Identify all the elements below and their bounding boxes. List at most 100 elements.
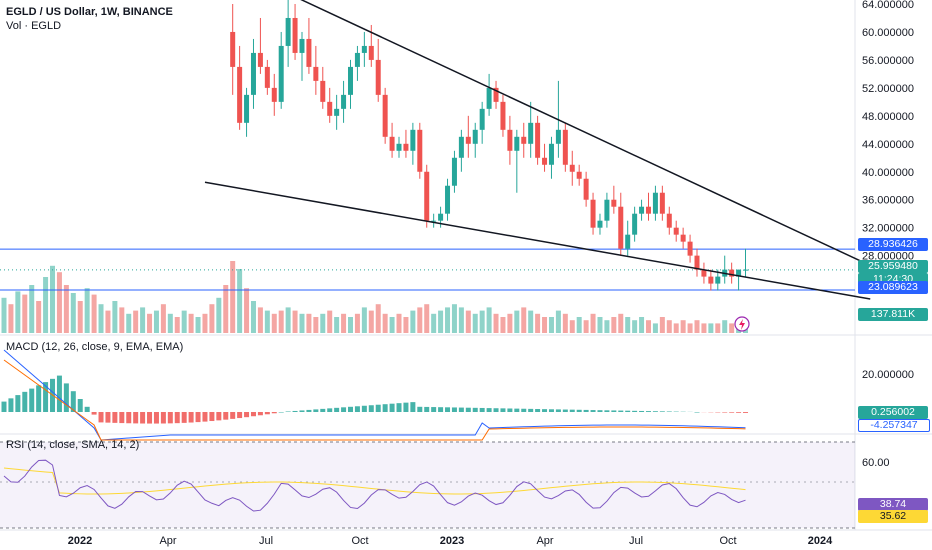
candle-body — [465, 136, 471, 144]
candle-body — [701, 269, 707, 277]
volume-bar — [431, 313, 437, 333]
macd-histogram-bar — [153, 412, 159, 424]
volume-bar — [1, 297, 7, 333]
volume-bar — [486, 307, 492, 333]
time-tick-label: Jul — [629, 535, 643, 547]
candle-body — [257, 52, 263, 67]
candle-body — [597, 220, 603, 228]
candle-body — [569, 164, 575, 172]
volume-bar — [479, 310, 485, 333]
volume-bar — [562, 313, 568, 333]
macd-histogram-bar — [188, 412, 194, 423]
volume-bar — [680, 320, 686, 333]
volume-bar — [140, 307, 146, 333]
macd-legend: MACD (12, 26, close, 9, EMA, EMA) — [6, 341, 184, 353]
macd-histogram-bar — [56, 375, 62, 412]
candle-body — [479, 108, 485, 130]
macd-histogram-bar — [451, 407, 457, 412]
candle-body — [237, 66, 243, 123]
volume-bar — [673, 323, 679, 333]
volume-bar — [375, 304, 381, 333]
candle-body — [604, 199, 610, 221]
macd-histogram-bar — [43, 382, 49, 412]
macd-histogram-bar — [209, 412, 215, 422]
volume-bar — [424, 304, 430, 333]
candle-body — [542, 157, 548, 165]
volume-bar — [361, 307, 367, 333]
rsi-band — [0, 442, 855, 528]
volume-bar — [327, 310, 333, 333]
macd-histogram-bar — [84, 406, 90, 412]
volume-bar — [98, 304, 104, 333]
volume-bar — [528, 310, 534, 333]
macd-histogram-bar — [396, 403, 402, 412]
price-tick-label: 52.000000 — [862, 83, 914, 95]
macd-histogram-bar — [514, 408, 520, 412]
volume-bar — [348, 317, 353, 333]
macd-histogram-bar — [223, 412, 229, 420]
volume-bar — [465, 310, 471, 333]
macd-histogram-bar — [29, 388, 35, 412]
volume-bar — [396, 313, 402, 333]
volume-bar — [694, 320, 700, 333]
macd-histogram-bar — [652, 411, 658, 412]
candle-body — [673, 227, 679, 235]
macd-histogram-bar — [645, 411, 651, 412]
candle-body — [299, 38, 305, 53]
macd-line — [3, 349, 746, 441]
volume-bar — [542, 317, 548, 333]
macd-histogram-bar — [659, 411, 665, 412]
upper-trendline — [300, 0, 892, 276]
volume-bar — [652, 323, 658, 333]
candle-body — [514, 136, 520, 151]
macd-histogram-bar — [382, 404, 388, 412]
macd-histogram-bar — [722, 412, 728, 413]
macd-histogram-bar — [174, 412, 180, 424]
candle-body — [639, 206, 645, 214]
volume-bar — [569, 320, 575, 333]
candle-body — [403, 143, 409, 151]
candle-body — [500, 101, 506, 130]
candle-body — [736, 269, 742, 277]
volume-bar — [535, 313, 541, 333]
macd-histogram-bar — [479, 407, 485, 412]
candle-body — [313, 66, 319, 81]
volume-bar — [458, 307, 464, 333]
candle-body — [396, 143, 402, 151]
macd-histogram-bar — [271, 412, 277, 414]
macd-histogram-bar — [278, 412, 284, 413]
volume-bar — [63, 285, 69, 333]
volume-bar — [8, 304, 14, 333]
last-price-tag: 25.959480 — [858, 260, 928, 273]
volume-bar — [285, 307, 291, 333]
macd-histogram-bar — [528, 408, 534, 412]
volume-bar — [160, 304, 166, 333]
symbol-title: EGLD / US Dollar, 1W, BINANCE — [6, 6, 173, 18]
volume-bar — [216, 297, 222, 333]
macd-histogram-bar — [140, 412, 146, 424]
candle-body — [341, 94, 347, 109]
candle-body — [320, 80, 326, 102]
price-tick-label: 40.000000 — [862, 167, 914, 179]
signal-line — [3, 359, 746, 441]
candle-body — [708, 276, 714, 284]
volume-bar — [729, 323, 735, 333]
macd-histogram-bar — [542, 409, 548, 412]
macd-histogram-bar — [410, 402, 416, 412]
price-tick-label: 48.000000 — [862, 111, 914, 123]
volume-bar — [555, 310, 561, 333]
volume-bar — [701, 323, 707, 333]
rsi-ma-tag: 35.62 — [858, 510, 928, 523]
macd-histogram-bar — [611, 410, 617, 412]
candle-body — [694, 255, 700, 270]
candle-body — [729, 269, 735, 277]
macd-histogram-bar — [431, 407, 437, 412]
macd-histogram-bar — [625, 410, 631, 412]
candle-body — [375, 59, 381, 95]
volume-bar — [632, 320, 638, 333]
macd-histogram-bar — [618, 410, 624, 412]
macd-histogram-bar — [465, 407, 471, 412]
macd-histogram-bar — [230, 412, 236, 419]
